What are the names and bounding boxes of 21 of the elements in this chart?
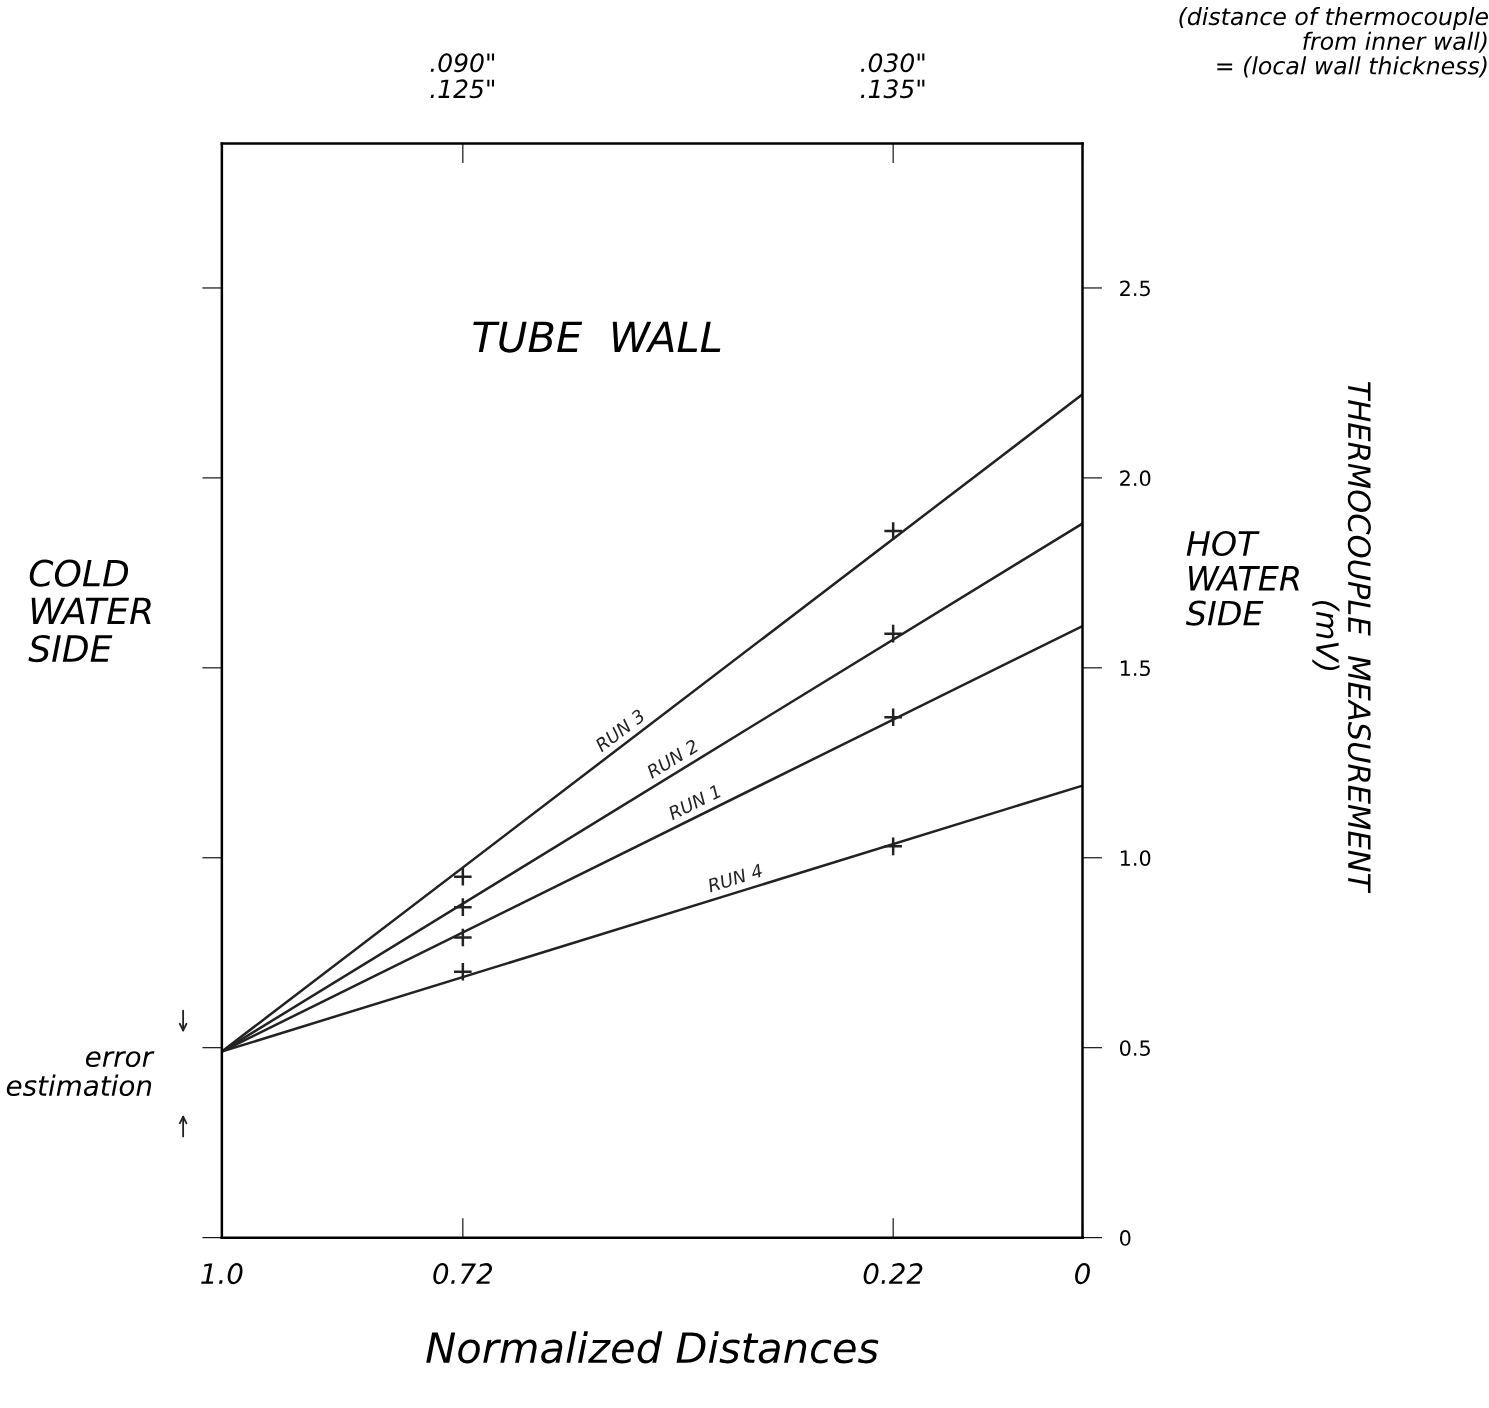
y-tick-label: 2.0 bbox=[1120, 470, 1151, 487]
y-tick-label: 1.5 bbox=[1120, 660, 1150, 677]
x-tick-label: 0.72 bbox=[433, 1263, 493, 1285]
y-tick-label: 1.0 bbox=[1120, 850, 1151, 866]
y-tick-label: 0.5 bbox=[1119, 1040, 1150, 1056]
text: RUN 4 bbox=[706, 863, 763, 893]
text: .030" .135" bbox=[861, 53, 925, 99]
x-axis-title: Normalized Distances bbox=[426, 1331, 879, 1364]
text: .090" .125" bbox=[430, 53, 495, 99]
text: HOT WATER SIDE bbox=[1185, 530, 1299, 626]
text: COLD WATER SIDE bbox=[28, 559, 151, 663]
text: THERMOCOUPLE MEASUREMENT (mV) bbox=[1312, 381, 1371, 894]
y-tick-label: 0 bbox=[1119, 1230, 1131, 1246]
x-tick-label: 0 bbox=[1075, 1263, 1090, 1285]
x-tick-label: 1.0 bbox=[201, 1263, 243, 1285]
annotation: TUBE WALL bbox=[473, 321, 721, 353]
text: (distance of thermocouple from inner wall) = (local wall thickness) bbox=[1179, 7, 1488, 78]
x-tick-label: 0.22 bbox=[863, 1263, 923, 1285]
y-tick-label: 2.5 bbox=[1120, 280, 1150, 297]
text: error estimation bbox=[6, 1051, 155, 1097]
text: RUN 1 bbox=[667, 784, 721, 821]
